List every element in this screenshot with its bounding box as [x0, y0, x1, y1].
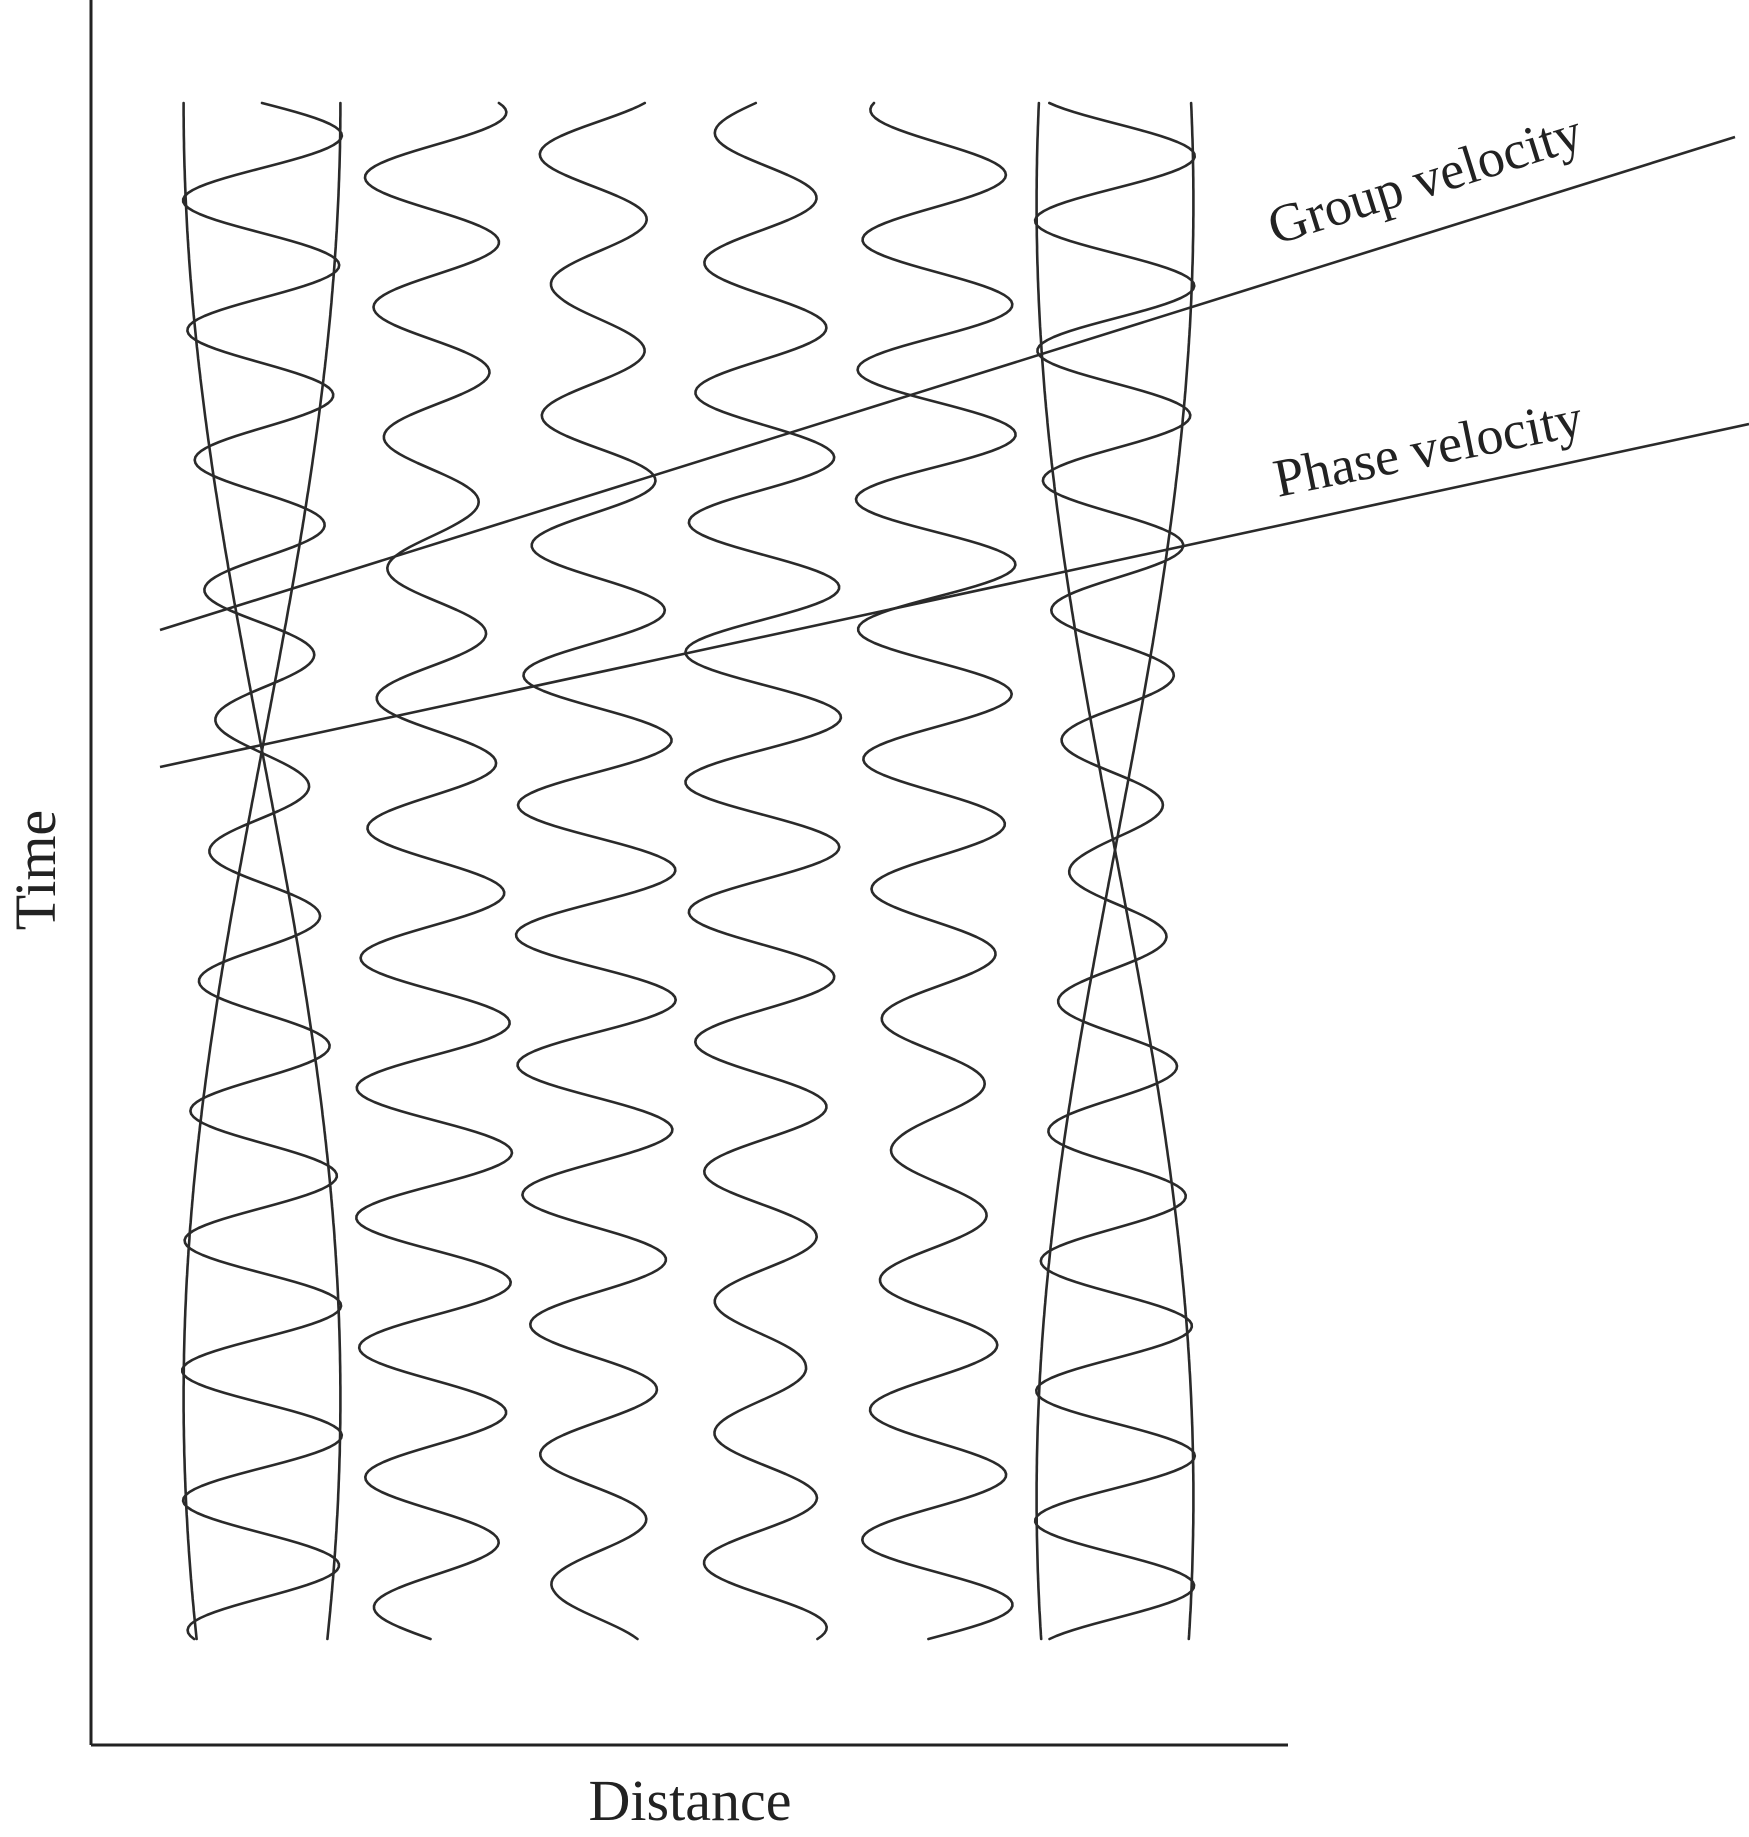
wave-trace-3: [514, 101, 677, 1641]
wave-trace-2: [355, 101, 514, 1641]
wave-trace-5: [854, 101, 1017, 1641]
phase-velocity-label: Phase velocity: [1268, 387, 1587, 508]
group-velocity-line: [159, 135, 1736, 632]
wave-trace-4: [684, 101, 843, 1641]
envelope-curve-1-1: [182, 101, 342, 1641]
seismic-traces: [181, 101, 1197, 1641]
phase-velocity-line: [159, 422, 1749, 769]
y-axis-label: Time: [3, 810, 68, 930]
x-axis-label: Distance: [589, 1768, 792, 1833]
wave-trace-6: [1033, 101, 1197, 1641]
wave-trace-1: [181, 101, 344, 1641]
envelope-curve-6-2: [1035, 101, 1195, 1641]
envelope-curve-6-1: [1035, 101, 1195, 1641]
envelope-curve-1-2: [182, 101, 342, 1641]
